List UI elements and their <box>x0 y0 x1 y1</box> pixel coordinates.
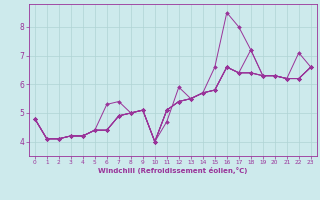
X-axis label: Windchill (Refroidissement éolien,°C): Windchill (Refroidissement éolien,°C) <box>98 167 247 174</box>
